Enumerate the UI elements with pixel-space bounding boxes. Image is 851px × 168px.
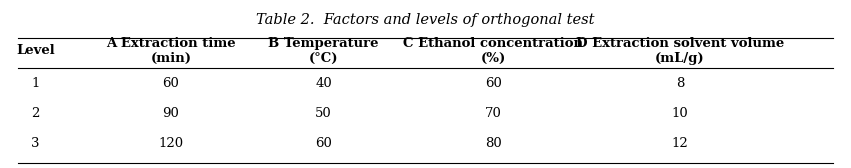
Text: B Temperature
(°C): B Temperature (°C) xyxy=(268,37,379,65)
Text: 12: 12 xyxy=(671,137,688,150)
Text: Table 2.  Factors and levels of orthogonal test: Table 2. Factors and levels of orthogona… xyxy=(256,13,595,27)
Text: A Extraction time
(min): A Extraction time (min) xyxy=(106,37,236,65)
Text: 8: 8 xyxy=(676,77,684,91)
Text: 50: 50 xyxy=(316,107,332,120)
Text: D Extraction solvent volume
(mL/g): D Extraction solvent volume (mL/g) xyxy=(576,37,784,65)
Text: Level: Level xyxy=(16,45,54,57)
Text: 120: 120 xyxy=(158,137,184,150)
Text: 3: 3 xyxy=(31,137,39,150)
Text: 2: 2 xyxy=(31,107,39,120)
Text: 1: 1 xyxy=(31,77,39,91)
Text: 40: 40 xyxy=(316,77,332,91)
Text: C Ethanol concentration
(%): C Ethanol concentration (%) xyxy=(403,37,583,65)
Text: 60: 60 xyxy=(163,77,180,91)
Text: 80: 80 xyxy=(485,137,502,150)
Text: 90: 90 xyxy=(163,107,180,120)
Text: 60: 60 xyxy=(315,137,332,150)
Text: 70: 70 xyxy=(485,107,502,120)
Text: 10: 10 xyxy=(671,107,688,120)
Text: 60: 60 xyxy=(485,77,502,91)
